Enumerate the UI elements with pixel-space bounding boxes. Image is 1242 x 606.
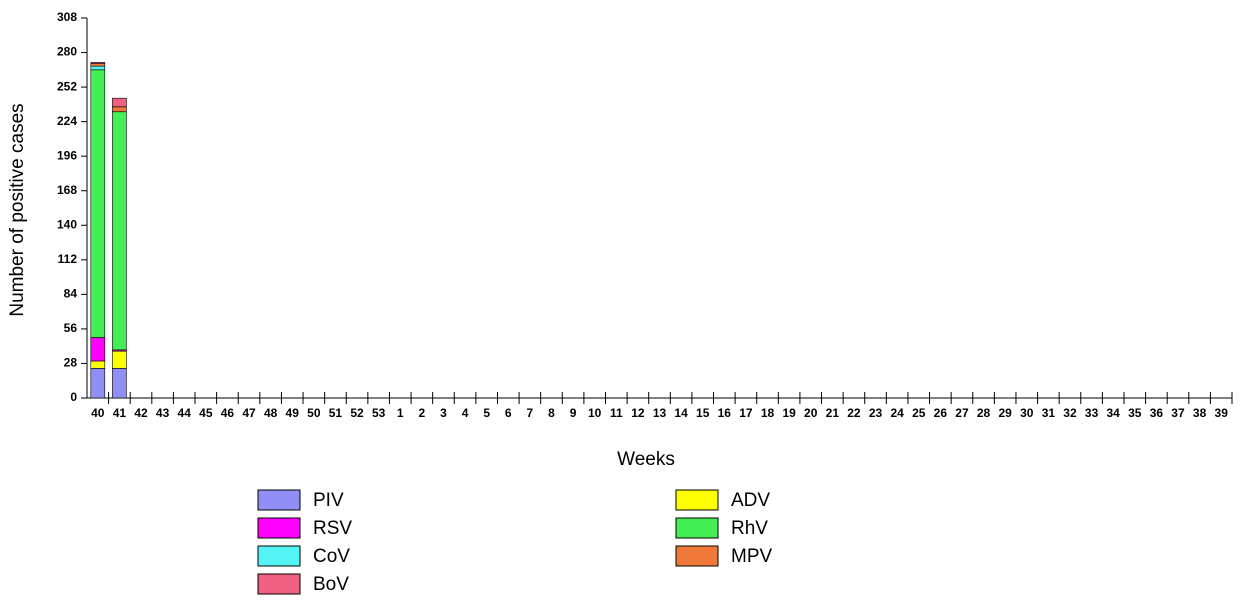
x-tick-label: 14 <box>674 406 688 420</box>
x-tick-label: 31 <box>1042 406 1056 420</box>
x-tick-label: 4 <box>462 406 469 420</box>
y-tick-label: 84 <box>64 287 78 301</box>
x-tick-label: 27 <box>955 406 969 420</box>
y-tick-label: 224 <box>57 114 77 128</box>
x-tick-label: 39 <box>1215 406 1229 420</box>
x-tick-label: 24 <box>890 406 904 420</box>
legend-swatch <box>675 489 719 511</box>
x-tick-label: 43 <box>156 406 170 420</box>
legend-label: ADV <box>731 490 770 511</box>
bar-segment <box>112 106 127 113</box>
x-tick-label: 38 <box>1193 406 1207 420</box>
y-tick-label: 196 <box>57 148 77 162</box>
x-tick-label: 25 <box>912 406 926 420</box>
x-tick-label: 23 <box>869 406 883 420</box>
x-tick-label: 15 <box>696 406 710 420</box>
x-tick-label: 52 <box>350 406 364 420</box>
x-tick-label: 16 <box>718 406 732 420</box>
legend-swatch <box>675 517 719 539</box>
x-axis-label: Weeks <box>617 449 675 470</box>
bar-segment <box>90 62 106 64</box>
x-tick-label: 36 <box>1150 406 1164 420</box>
bar-segment <box>112 111 127 351</box>
x-tick-label: 10 <box>588 406 602 420</box>
x-tick-label: 47 <box>242 406 256 420</box>
x-tick-label: 8 <box>548 406 555 420</box>
y-tick-label: 140 <box>57 217 77 231</box>
x-tick-label: 44 <box>178 406 192 420</box>
legend-swatch <box>257 517 301 539</box>
x-tick-label: 22 <box>847 406 861 420</box>
y-tick-label: 168 <box>57 183 77 197</box>
y-axis-label: Number of positive cases <box>7 103 28 316</box>
y-tick-label: 28 <box>64 356 78 370</box>
bar-segment <box>90 360 106 369</box>
x-tick-label: 19 <box>782 406 796 420</box>
x-tick-label: 30 <box>1020 406 1034 420</box>
legend-swatch <box>257 545 301 567</box>
bar-segment <box>112 368 127 399</box>
x-tick-label: 26 <box>934 406 948 420</box>
bar-segment <box>90 65 106 71</box>
x-tick-label: 12 <box>631 406 645 420</box>
x-tick-label: 17 <box>739 406 753 420</box>
x-tick-label: 53 <box>372 406 386 420</box>
legend-swatch <box>257 573 301 595</box>
bar-segment <box>90 337 106 362</box>
legend-label: RSV <box>313 518 352 539</box>
legend-label: MPV <box>731 546 773 567</box>
bar-segment <box>112 350 127 369</box>
x-tick-label: 33 <box>1085 406 1099 420</box>
x-tick-label: 21 <box>826 406 840 420</box>
x-tick-label: 13 <box>653 406 667 420</box>
legend-swatch <box>257 489 301 511</box>
x-tick-label: 49 <box>286 406 300 420</box>
x-tick-label: 3 <box>440 406 447 420</box>
x-tick-label: 28 <box>977 406 991 420</box>
x-tick-label: 46 <box>221 406 235 420</box>
legend-label: BoV <box>313 574 349 595</box>
x-tick-label: 18 <box>761 406 775 420</box>
y-tick-label: 308 <box>57 10 77 24</box>
x-tick-label: 34 <box>1106 406 1120 420</box>
y-tick-label: 56 <box>64 321 78 335</box>
x-tick-label: 50 <box>307 406 321 420</box>
x-tick-label: 45 <box>199 406 213 420</box>
x-tick-label: 20 <box>804 406 818 420</box>
legend-label: RhV <box>731 518 768 539</box>
x-tick-label: 2 <box>419 406 426 420</box>
legend-label: CoV <box>313 546 350 567</box>
x-tick-label: 41 <box>113 406 127 420</box>
x-tick-label: 1 <box>397 406 404 420</box>
legend-label: PIV <box>313 490 344 511</box>
x-tick-label: 48 <box>264 406 278 420</box>
x-tick-label: 51 <box>329 406 343 420</box>
x-tick-label: 37 <box>1171 406 1185 420</box>
y-tick-label: 280 <box>57 45 77 59</box>
legend-swatch <box>675 545 719 567</box>
bar-segment <box>90 63 106 67</box>
y-tick-label: 112 <box>58 252 78 266</box>
bar-segment <box>112 97 127 108</box>
x-tick-label: 5 <box>483 406 490 420</box>
bar-segment <box>90 368 106 399</box>
x-tick-label: 35 <box>1128 406 1142 420</box>
x-tick-label: 6 <box>505 406 512 420</box>
x-tick-label: 11 <box>610 406 623 420</box>
x-tick-label: 29 <box>998 406 1012 420</box>
bar-segment <box>90 69 106 338</box>
x-tick-label: 32 <box>1063 406 1077 420</box>
y-tick-label: 252 <box>57 79 77 93</box>
x-tick-label: 9 <box>570 406 577 420</box>
x-tick-label: 40 <box>91 406 105 420</box>
x-tick-label: 42 <box>134 406 148 420</box>
x-tick-label: 7 <box>527 406 534 420</box>
y-tick-label: 0 <box>70 390 77 404</box>
